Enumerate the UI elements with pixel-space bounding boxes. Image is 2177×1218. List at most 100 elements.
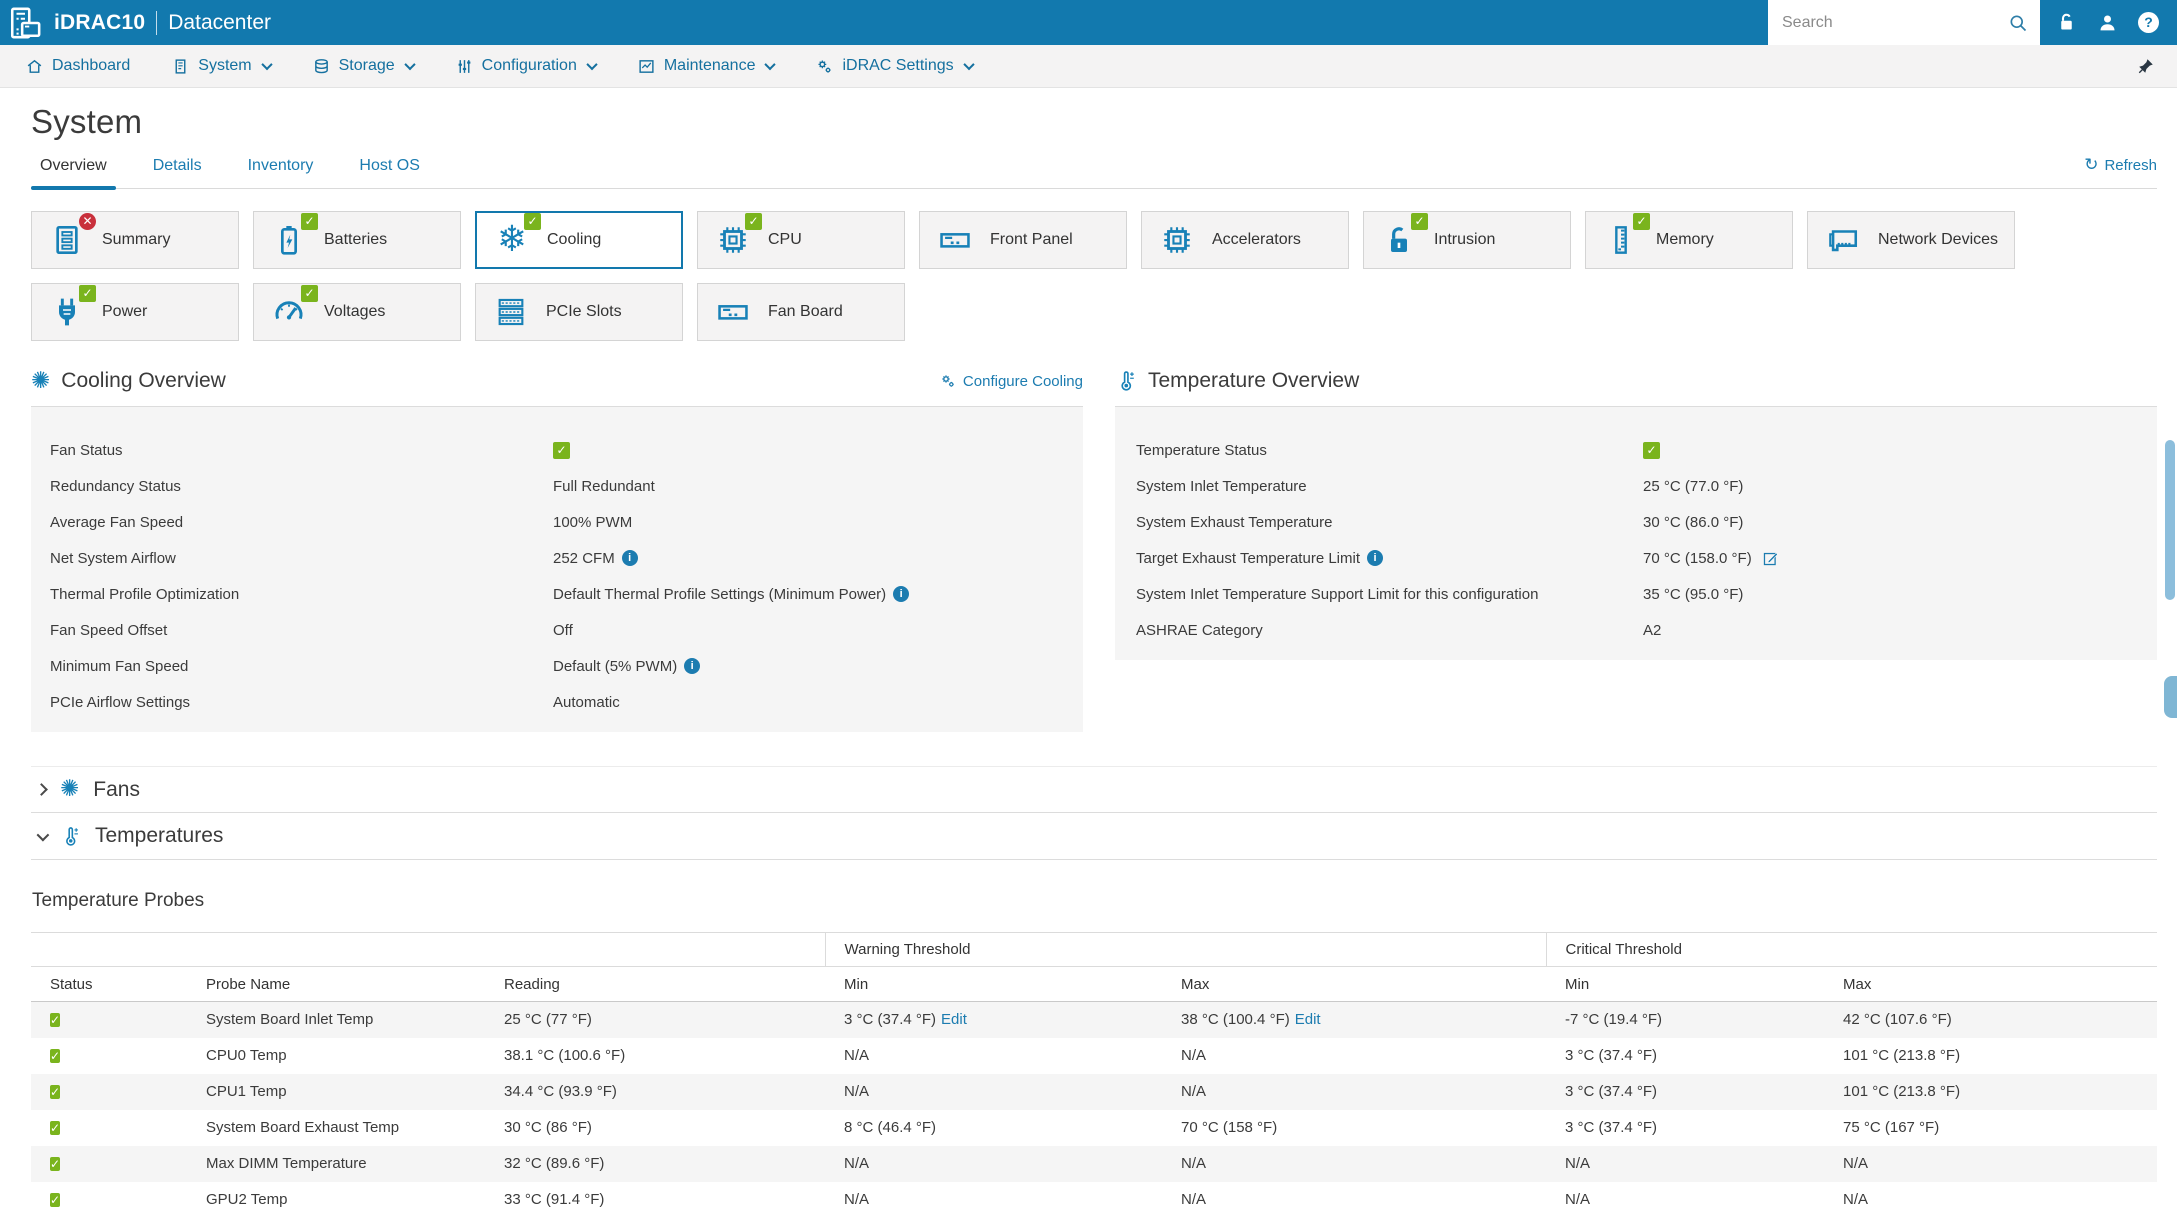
- tile-memory[interactable]: ✓ Memory: [1585, 211, 1793, 269]
- storage-icon: [313, 58, 330, 75]
- kv-row: Net System Airflow 252 CFM i: [31, 540, 1083, 576]
- brand: iDRAC10 Datacenter: [54, 10, 271, 35]
- ok-status-icon: ✓: [1643, 441, 1660, 459]
- ok-status-icon: ✓: [50, 1048, 61, 1063]
- thermometer-icon: [1115, 370, 1137, 392]
- brand-divider: [156, 10, 158, 35]
- snowflake-icon: ❄: [496, 219, 528, 260]
- tile-pcie-slots[interactable]: PCIe Slots: [475, 283, 683, 341]
- kv-row: System Inlet Temperature 25 °C (77.0 °F): [1136, 477, 1744, 495]
- configure-cooling-label: Configure Cooling: [962, 372, 1083, 390]
- search-icon[interactable]: [2008, 13, 2028, 33]
- nav-item-maintenance[interactable]: Maintenance: [638, 57, 777, 75]
- col-warn-min: Min: [844, 975, 869, 993]
- kv-row: System Exhaust Temperature 30 °C (86.0 °F…: [1136, 513, 1744, 531]
- pin-nav-icon[interactable]: [2137, 57, 2155, 75]
- tile-accelerators[interactable]: Accelerators: [1141, 211, 1349, 269]
- chevron-down-icon: [404, 58, 416, 71]
- tile-label: Power: [102, 303, 148, 320]
- scroll-indicator[interactable]: [2164, 676, 2177, 718]
- table-row: ✓ System Board Exhaust Temp 30 °C (86 °F…: [50, 1119, 1940, 1136]
- edit-warn-min-link[interactable]: Edit: [941, 1011, 967, 1029]
- ok-badge-icon: ✓: [79, 285, 96, 302]
- fan-icon: ✺: [60, 776, 80, 802]
- edit-icon[interactable]: [1762, 550, 1779, 567]
- nav-item-dashboard[interactable]: Dashboard: [26, 57, 130, 75]
- section-title: Temperature Overview: [1148, 369, 1360, 392]
- tile-batteries[interactable]: ✓ Batteries: [253, 211, 461, 269]
- ok-status-icon: ✓: [50, 1120, 61, 1135]
- tab-overview[interactable]: Overview: [31, 157, 116, 190]
- configure-cooling-link[interactable]: Configure Cooling: [940, 373, 1083, 390]
- nav-label: Dashboard: [52, 57, 131, 74]
- col-warn-max: Max: [1181, 975, 1210, 993]
- tile-cooling[interactable]: ❄ ✓ Cooling: [475, 211, 683, 269]
- table-row: ✓ Max DIMM Temperature 32 °C (89.6 °F) N…: [31, 1145, 2158, 1182]
- fans-section-toggle[interactable]: ✺ Fans: [31, 766, 2157, 813]
- critical-threshold-group-header: Critical Threshold: [1545, 932, 2158, 967]
- product-name: iDRAC10: [54, 10, 146, 34]
- page-title: System: [31, 103, 143, 140]
- ok-status-icon: ✓: [553, 441, 570, 459]
- help-icon[interactable]: ?: [2138, 12, 2159, 33]
- section-title: Fans: [93, 777, 140, 801]
- kv-row: Average Fan Speed 100% PWM: [50, 513, 633, 531]
- tab-inventory[interactable]: Inventory: [247, 157, 314, 174]
- sliders-icon: [456, 58, 473, 75]
- nav-item-configuration[interactable]: Configuration: [456, 57, 598, 75]
- tile-fan-board[interactable]: Fan Board: [697, 283, 905, 341]
- tile-cpu[interactable]: ✓ CPU: [697, 211, 905, 269]
- tile-front-panel[interactable]: Front Panel: [919, 211, 1127, 269]
- license-edition: Datacenter: [168, 10, 271, 34]
- user-icon[interactable]: [2097, 12, 2118, 33]
- refresh-button[interactable]: ↻ Refresh: [2084, 155, 2157, 175]
- tab-host-os[interactable]: Host OS: [359, 157, 420, 174]
- lock-status-icon[interactable]: [2056, 12, 2077, 33]
- chevron-down-icon: [586, 58, 598, 71]
- idrac-logo-icon: [8, 6, 42, 40]
- nav-item-idrac-settings[interactable]: iDRAC Settings: [816, 57, 975, 75]
- refresh-icon: ↻: [2084, 155, 2099, 174]
- temperature-probes-table: Warning Threshold Critical Threshold Sta…: [31, 932, 2158, 1218]
- info-icon[interactable]: i: [684, 658, 701, 674]
- main-nav: Dashboard System Storage Configuration M…: [0, 45, 2177, 88]
- kv-row: Fan Status ✓: [31, 432, 1083, 468]
- temperatures-section-toggle[interactable]: Temperatures: [31, 813, 2157, 860]
- col-crit-min: Min: [1565, 975, 1590, 993]
- kv-row: Thermal Profile Optimization Default Ther…: [31, 576, 1083, 612]
- tile-label: Voltages: [324, 303, 386, 320]
- info-icon[interactable]: i: [1367, 550, 1383, 566]
- subsystem-tiles: ✕ Summary ✓ Batteries ❄ ✓ Cooling ✓ CPU F…: [31, 211, 2157, 341]
- chevron-down-icon: [962, 58, 975, 71]
- nav-label: Storage: [338, 57, 395, 74]
- tab-details[interactable]: Details: [152, 157, 202, 174]
- nav-label: System: [198, 57, 252, 74]
- tile-label: Intrusion: [1434, 231, 1496, 248]
- tile-summary[interactable]: ✕ Summary: [31, 211, 239, 269]
- kv-row: Temperature Status ✓: [1115, 432, 2157, 468]
- search-input[interactable]: [1780, 12, 2008, 33]
- chevron-down-icon: [260, 58, 273, 71]
- col-status: Status: [50, 975, 93, 993]
- refresh-label: Refresh: [2104, 156, 2157, 174]
- home-icon: [26, 58, 43, 75]
- kv-row: Target Exhaust Temperature Limit i 70 °C …: [1115, 540, 2157, 576]
- tile-power[interactable]: ✓ Power: [31, 283, 239, 341]
- vertical-scrollbar[interactable]: [2165, 440, 2175, 600]
- edit-warn-max-link[interactable]: Edit: [1294, 1011, 1321, 1029]
- info-icon[interactable]: i: [893, 586, 910, 602]
- col-crit-max: Max: [1843, 975, 1872, 993]
- temperature-overview-section: Temperature Overview Temperature Status ✓…: [1115, 369, 2157, 732]
- nav-item-storage[interactable]: Storage: [313, 57, 416, 75]
- nav-label: iDRAC Settings: [842, 57, 954, 74]
- global-search[interactable]: [1768, 0, 2040, 45]
- kv-row: PCIe Airflow Settings Automatic: [50, 693, 620, 711]
- nav-item-system[interactable]: System: [172, 57, 273, 75]
- probes-table-title: Temperature Probes: [32, 890, 205, 911]
- ok-badge-icon: ✓: [524, 213, 541, 230]
- tile-voltages[interactable]: ✓ Voltages: [253, 283, 461, 341]
- tile-intrusion[interactable]: ✓ Intrusion: [1363, 211, 1571, 269]
- system-icon: [172, 58, 189, 75]
- info-icon[interactable]: i: [621, 550, 638, 566]
- tile-network-devices[interactable]: Network Devices: [1807, 211, 2015, 269]
